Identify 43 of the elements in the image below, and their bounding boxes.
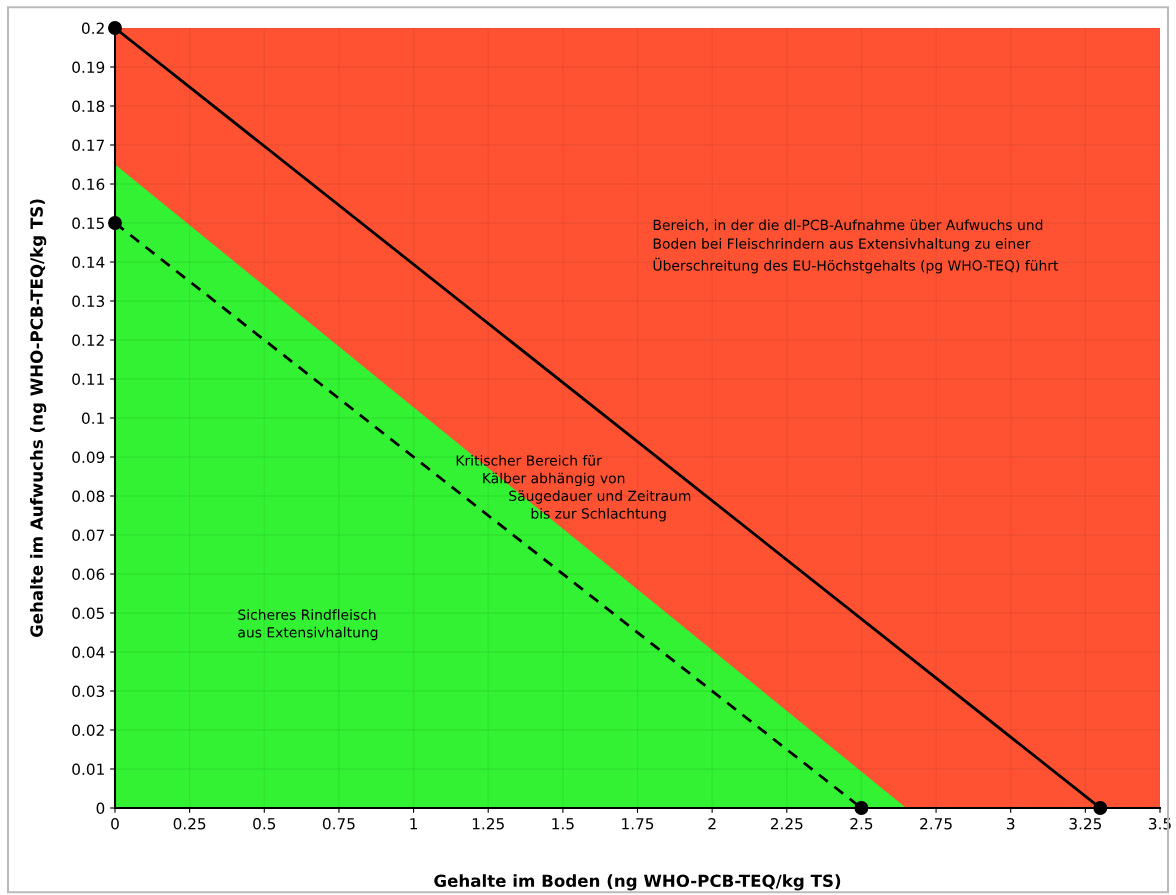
x-tick-label: 1 xyxy=(410,818,418,830)
y-tick-label: 0.2 xyxy=(81,22,104,35)
x-tick-label: 0.25 xyxy=(173,817,206,830)
x-tick-label: 2.5 xyxy=(850,817,873,830)
x-tick-label: 1.5 xyxy=(552,818,574,830)
point xyxy=(854,801,869,815)
point xyxy=(108,216,122,230)
point xyxy=(108,21,122,35)
x-tick-label: 0 xyxy=(111,817,119,830)
x-tick-label: 0.5 xyxy=(253,817,276,830)
y-tick-label: 0.17 xyxy=(72,139,104,152)
point xyxy=(1093,801,1108,815)
y-tick-label: 0.06 xyxy=(72,568,105,581)
y-tick-label: 0.18 xyxy=(72,100,105,113)
y-tick-label: 0.05 xyxy=(72,607,104,620)
y-tick-label: 0.04 xyxy=(72,646,105,659)
y-tick-label: 0.14 xyxy=(72,256,105,269)
y-tick-label: 0.02 xyxy=(72,724,104,737)
y-tick-label: 0.11 xyxy=(72,373,104,386)
x-tick-label: 2.75 xyxy=(920,817,952,830)
y-tick-label: 0.09 xyxy=(72,451,105,464)
y-tick-label: 0.12 xyxy=(72,334,104,347)
x-axis-title: Gehalte im Boden (ng WHO-PCB-TEQ/kg TS) xyxy=(434,874,841,891)
annotation: Bereich, in der die dl-PCB-Aufnahme über Aufwuchs und Boden bei Fleischrindern aus Extensivhaltung zu einer Überschreitung des EU-Höchstgehalts (pg WHO-TEQ) führt xyxy=(653,219,1059,274)
y-tick-label: 0.08 xyxy=(72,490,105,503)
y-tick-label: 0.01 xyxy=(72,763,104,776)
y-tick-label: 0 xyxy=(96,802,105,815)
y-axis-title: Gehalte im Aufwuchs (ng WHO-PCB-TEQ/kg TS) xyxy=(30,199,47,638)
x-tick-label: 1.75 xyxy=(622,818,654,830)
x-tick-label: 0.75 xyxy=(322,817,355,830)
y-tick-label: 0.15 xyxy=(72,217,104,230)
y-tick-label: 0.13 xyxy=(72,295,105,308)
x-tick-label: 3.25 xyxy=(1069,817,1102,830)
y-tick-label: 0.1 xyxy=(81,412,104,425)
y-tick-label: 0.19 xyxy=(72,61,105,74)
x-tick-label: 1.25 xyxy=(472,817,504,830)
x-tick-label: 2.25 xyxy=(770,817,803,830)
y-tick-label: 0.07 xyxy=(72,529,104,542)
annotation: Sicheres Rindfleisch aus Extensivhaltung xyxy=(238,609,378,641)
x-tick-label: 3 xyxy=(1007,817,1015,830)
y-tick-label: 0.16 xyxy=(72,178,105,191)
y-tick-label: 0.03 xyxy=(72,685,105,698)
x-tick-label: 2 xyxy=(708,817,716,830)
